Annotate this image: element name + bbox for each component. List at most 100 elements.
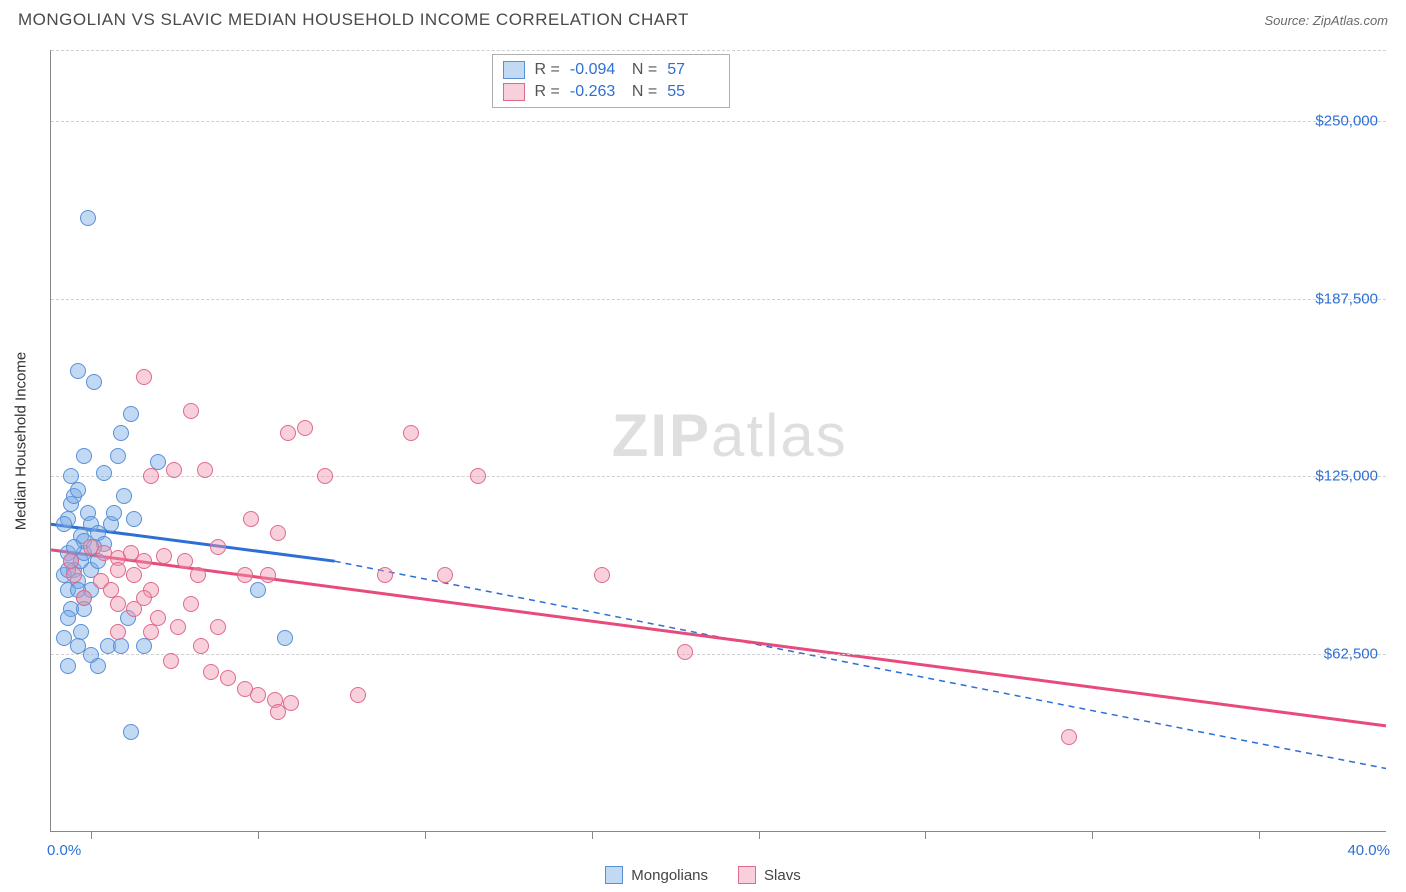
scatter-point <box>63 553 79 569</box>
scatter-point <box>280 425 296 441</box>
scatter-point <box>96 465 112 481</box>
scatter-point <box>113 638 129 654</box>
stats-legend-box: R = -0.094 N = 57 R = -0.263 N = 55 <box>492 54 731 108</box>
scatter-point <box>56 516 72 532</box>
trend-line-extrapolated <box>335 561 1386 768</box>
scatter-point <box>76 448 92 464</box>
scatter-point <box>126 567 142 583</box>
gridline <box>51 476 1386 477</box>
scatter-point <box>210 619 226 635</box>
scatter-point <box>1061 729 1077 745</box>
scatter-point <box>403 425 419 441</box>
legend-swatch <box>605 866 623 884</box>
x-tick <box>759 831 760 839</box>
scatter-point <box>76 590 92 606</box>
source-label: Source: ZipAtlas.com <box>1264 13 1388 28</box>
scatter-point <box>377 567 393 583</box>
scatter-point <box>110 596 126 612</box>
chart-plot-area: Median Household Income ZIPatlas R =-0.0… <box>50 50 1386 832</box>
scatter-point <box>66 567 82 583</box>
scatter-point <box>317 468 333 484</box>
stat-r-label: R = <box>535 83 560 101</box>
x-end-label: 40.0% <box>1347 842 1390 859</box>
scatter-point <box>183 596 199 612</box>
y-tick-label: $125,000 <box>1315 468 1378 485</box>
stat-r-value: -0.263 <box>570 83 622 101</box>
stat-n-label: N = <box>632 61 657 79</box>
scatter-point <box>143 468 159 484</box>
scatter-point <box>250 687 266 703</box>
legend-swatch <box>738 866 756 884</box>
scatter-point <box>86 374 102 390</box>
scatter-point <box>123 406 139 422</box>
x-tick <box>1259 831 1260 839</box>
gridline <box>51 299 1386 300</box>
stat-r-value: -0.094 <box>570 61 622 79</box>
scatter-point <box>283 695 299 711</box>
y-axis-label: Median Household Income <box>13 351 30 529</box>
stat-n-value: 55 <box>667 83 719 101</box>
x-tick <box>258 831 259 839</box>
scatter-point <box>156 548 172 564</box>
stat-r-label: R = <box>535 61 560 79</box>
stat-n-value: 57 <box>667 61 719 79</box>
legend-item: Slavs <box>738 866 801 884</box>
scatter-point <box>110 448 126 464</box>
x-tick <box>425 831 426 839</box>
stat-n-label: N = <box>632 83 657 101</box>
scatter-point <box>243 511 259 527</box>
scatter-point <box>60 658 76 674</box>
x-tick <box>91 831 92 839</box>
scatter-point <box>70 482 86 498</box>
scatter-point <box>437 567 453 583</box>
scatter-point <box>297 420 313 436</box>
scatter-point <box>143 624 159 640</box>
scatter-point <box>594 567 610 583</box>
trend-lines-svg <box>51 50 1386 831</box>
legend-bottom: Mongolians Slavs <box>0 866 1406 884</box>
y-tick-label: $62,500 <box>1324 645 1378 662</box>
scatter-point <box>123 724 139 740</box>
x-tick <box>925 831 926 839</box>
scatter-point <box>197 462 213 478</box>
scatter-point <box>170 619 186 635</box>
legend-label: Mongolians <box>631 867 708 884</box>
scatter-point <box>177 553 193 569</box>
scatter-point <box>203 664 219 680</box>
x-tick <box>592 831 593 839</box>
scatter-point <box>190 567 206 583</box>
scatter-point <box>470 468 486 484</box>
scatter-point <box>90 658 106 674</box>
stats-row: R = -0.263 N = 55 <box>503 81 720 103</box>
scatter-point <box>220 670 236 686</box>
scatter-point <box>350 687 366 703</box>
scatter-point <box>113 425 129 441</box>
scatter-point <box>210 539 226 555</box>
gridline <box>51 50 1386 51</box>
y-tick-label: $187,500 <box>1315 290 1378 307</box>
scatter-point <box>166 462 182 478</box>
legend-item: Mongolians <box>605 866 708 884</box>
gridline <box>51 654 1386 655</box>
scatter-point <box>60 610 76 626</box>
scatter-point <box>136 638 152 654</box>
scatter-point <box>677 644 693 660</box>
scatter-point <box>110 624 126 640</box>
y-tick-label: $250,000 <box>1315 113 1378 130</box>
scatter-point <box>80 210 96 226</box>
scatter-point <box>183 403 199 419</box>
scatter-point <box>163 653 179 669</box>
scatter-point <box>250 582 266 598</box>
scatter-point <box>193 638 209 654</box>
scatter-point <box>116 488 132 504</box>
x-start-label: 0.0% <box>47 842 81 859</box>
scatter-point <box>126 511 142 527</box>
chart-title: MONGOLIAN VS SLAVIC MEDIAN HOUSEHOLD INC… <box>18 10 689 30</box>
scatter-point <box>277 630 293 646</box>
x-tick <box>1092 831 1093 839</box>
scatter-point <box>106 505 122 521</box>
scatter-point <box>70 363 86 379</box>
scatter-point <box>110 562 126 578</box>
scatter-point <box>237 567 253 583</box>
series-swatch <box>503 61 525 79</box>
